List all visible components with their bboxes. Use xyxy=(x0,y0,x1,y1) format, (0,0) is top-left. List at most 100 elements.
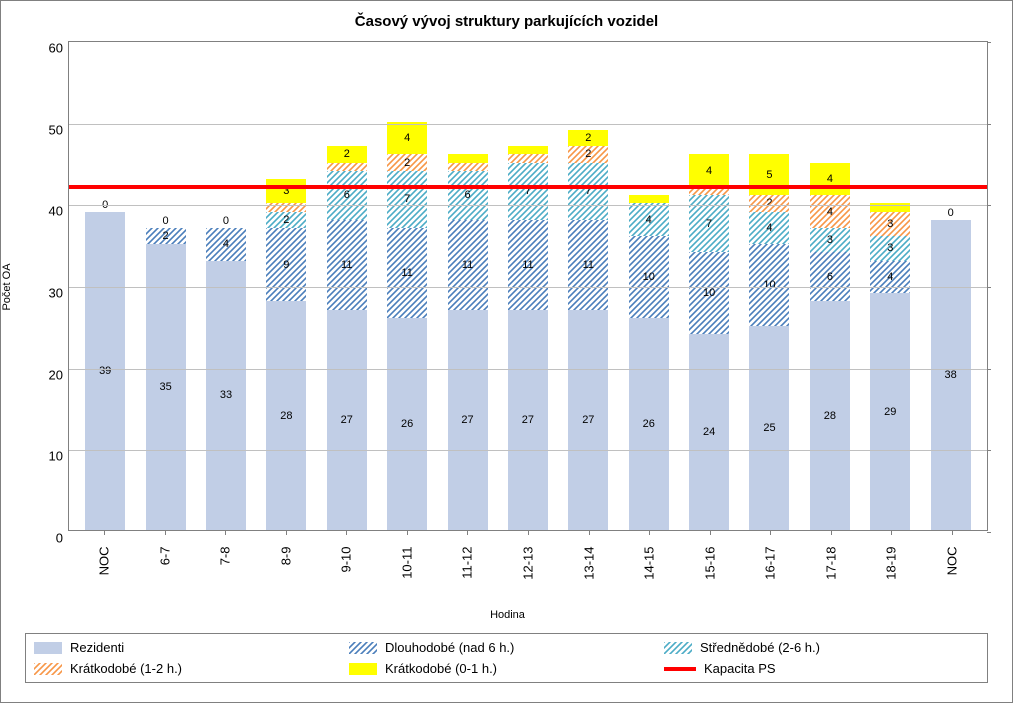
legend-label: Kapacita PS xyxy=(704,661,776,676)
bar-group: 28923 xyxy=(266,179,306,530)
y-tick-mark xyxy=(987,205,991,206)
bar-segment-label: 25 xyxy=(763,422,775,434)
bar-segment-dlouhodobe: 11 xyxy=(508,220,548,310)
x-tick-label: 18-19 xyxy=(871,533,911,603)
x-tick-label: 6-7 xyxy=(145,533,185,603)
bar-segment-label: 4 xyxy=(404,132,410,144)
bar-segment-strednedobe: 3 xyxy=(870,236,910,261)
bar-segment-dlouhodobe: 20 xyxy=(146,228,186,244)
bar-group: 26 11 7 2 4 xyxy=(387,122,427,530)
x-tick-mark xyxy=(346,531,347,535)
x-tick-label: NOC xyxy=(84,533,124,603)
bar-segment-label: 24 xyxy=(703,426,715,438)
y-tick-mark xyxy=(987,369,991,370)
bar-segment-kratkodobe01: 4 xyxy=(810,163,850,196)
bar-segment-strednedobe: 7 xyxy=(387,171,427,228)
bars-area: 3903520334028923271162261172427116271172… xyxy=(69,42,987,530)
bar-segment-label: 9 xyxy=(283,259,289,271)
bar-segment-label: 26 xyxy=(401,418,413,430)
bar-segment-rezidenti: 26 xyxy=(387,318,427,530)
legend-label: Dlouhodobé (nad 6 h.) xyxy=(385,640,514,655)
bar-group: 2510425 xyxy=(749,154,789,530)
bar-segment-kratkodobe01: 5 xyxy=(749,154,789,195)
bar-segment-dlouhodobe: 11 xyxy=(387,228,427,318)
bar-segment-label: 11 xyxy=(583,259,594,271)
x-tick-text: 10-11 xyxy=(399,547,414,579)
bar-segment-label: 2 xyxy=(404,157,410,169)
gridline xyxy=(69,369,987,370)
plot-area: 3903520334028923271162261172427116271172… xyxy=(68,41,988,531)
bar-segment-kratkodobe12: 2 xyxy=(568,146,608,162)
gridline xyxy=(69,205,987,206)
bar-segment-strednedobe: 6 xyxy=(448,171,488,220)
bar-group: 27117 xyxy=(508,146,548,530)
bar-top-label: 0 xyxy=(223,215,229,227)
bar-segment-rezidenti: 33 xyxy=(206,261,246,531)
y-tick-label: 60 xyxy=(49,41,63,56)
y-tick-label: 0 xyxy=(56,531,63,546)
bar-segment-dlouhodobe: 11 xyxy=(327,220,367,310)
bar-segment-label: 26 xyxy=(643,418,655,430)
bar-segment-label: 11 xyxy=(401,267,412,279)
legend-swatch-strednedobe xyxy=(664,642,692,654)
chart-title: Časový vývoj struktury parkujících vozid… xyxy=(1,1,1012,30)
legend-item-dlouhodobe: Dlouhodobé (nad 6 h.) xyxy=(349,640,664,655)
bar-segment-strednedobe: 4 xyxy=(749,212,789,245)
x-tick-mark xyxy=(589,531,590,535)
bar-segment-label: 11 xyxy=(462,259,473,271)
bar-segment-label: 2 xyxy=(163,230,169,242)
bar-segment-label: 3 xyxy=(887,218,893,230)
x-tick-text: 18-19 xyxy=(884,547,899,580)
bar-group: 380 xyxy=(931,220,971,530)
y-tick-label: 20 xyxy=(49,367,63,382)
legend: Rezidenti Dlouhodobé (nad 6 h.) Středněd… xyxy=(25,633,988,683)
bar-segment-label: 6 xyxy=(344,189,350,201)
bar-segment-dlouhodobe: 10 xyxy=(749,244,789,326)
bar-group: 241074 xyxy=(689,154,729,530)
x-tick-text: 7-8 xyxy=(218,547,233,566)
y-tick-label: 50 xyxy=(49,122,63,137)
x-tick-mark xyxy=(407,531,408,535)
x-tick-label: 17-18 xyxy=(811,533,851,603)
bar-top-label: 0 xyxy=(948,207,954,219)
y-axis-label: Počet OA xyxy=(1,263,13,310)
x-tick-text: 17-18 xyxy=(823,547,838,580)
bar-segment-kratkodobe01 xyxy=(448,154,488,162)
x-axis-labels: NOC6-77-88-99-1010-1111-1212-1313-1414-1… xyxy=(68,533,988,603)
y-tick-mark xyxy=(987,450,991,451)
x-tick-text: 8-9 xyxy=(278,547,293,566)
bar-segment-strednedobe: 6 xyxy=(327,171,367,220)
legend-label: Rezidenti xyxy=(70,640,124,655)
x-tick-mark xyxy=(710,531,711,535)
x-tick-text: NOC xyxy=(944,547,959,576)
bar-segment-kratkodobe01 xyxy=(629,195,669,203)
bar-segment-label: 4 xyxy=(827,206,833,218)
bar-segment-label: 2 xyxy=(283,214,289,226)
bar-segment-rezidenti: 27 xyxy=(448,310,488,531)
bar-segment-kratkodobe12: 2 xyxy=(749,195,789,211)
bar-group: 26104 xyxy=(629,195,669,530)
bar-segment-label: 28 xyxy=(280,410,292,422)
legend-item-kratkodobe12: Krátkodobé (1-2 h.) xyxy=(34,661,349,676)
x-tick-mark xyxy=(286,531,287,535)
legend-label: Střednědobé (2-6 h.) xyxy=(700,640,820,655)
bar-segment-kratkodobe12 xyxy=(327,163,367,171)
bar-top-label: 0 xyxy=(163,215,169,227)
chart-container: Časový vývoj struktury parkujících vozid… xyxy=(0,0,1013,703)
bar-segment-label: 11 xyxy=(522,259,533,271)
bar-segment-rezidenti: 27 xyxy=(568,310,608,531)
y-tick-label: 30 xyxy=(49,286,63,301)
bar-group: 271162 xyxy=(327,146,367,530)
x-tick-mark xyxy=(831,531,832,535)
legend-swatch-kratkodobe01 xyxy=(349,663,377,675)
bar-segment-label: 3 xyxy=(887,242,893,254)
legend-item-kapacita: Kapacita PS xyxy=(664,661,979,676)
bar-segment-rezidenti: 28 xyxy=(810,301,850,530)
bar-group: 3340 xyxy=(206,228,246,530)
x-tick-mark xyxy=(952,531,953,535)
gridline xyxy=(69,287,987,288)
x-tick-label: 7-8 xyxy=(205,533,245,603)
bar-segment-kratkodobe01: 4 xyxy=(689,154,729,187)
legend-label: Krátkodobé (1-2 h.) xyxy=(70,661,182,676)
bar-segment-label: 7 xyxy=(706,218,712,230)
